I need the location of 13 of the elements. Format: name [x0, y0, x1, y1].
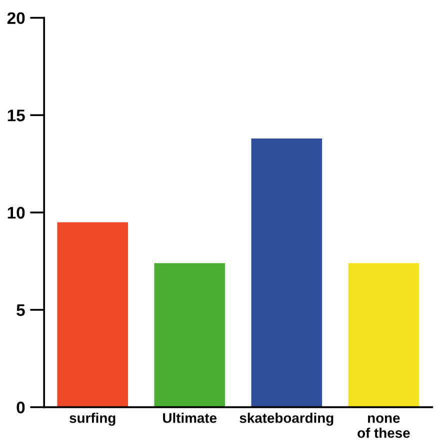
y-tick-label: 10: [8, 206, 25, 219]
y-tick-label: 0: [16, 402, 25, 414]
bar: [348, 263, 420, 408]
bar: [154, 263, 226, 408]
x-tick-label: Ultimate: [163, 412, 217, 423]
bar: [57, 222, 128, 408]
bar: [251, 138, 322, 408]
x-tick-label: skateboarding: [240, 412, 334, 426]
x-tick-label: none of these: [358, 415, 410, 438]
y-tick-label: 20: [7, 12, 25, 24]
y-tick-label: 5: [16, 304, 25, 316]
y-tick-label: 15: [8, 110, 25, 122]
x-tick-label: surfing: [70, 412, 116, 426]
